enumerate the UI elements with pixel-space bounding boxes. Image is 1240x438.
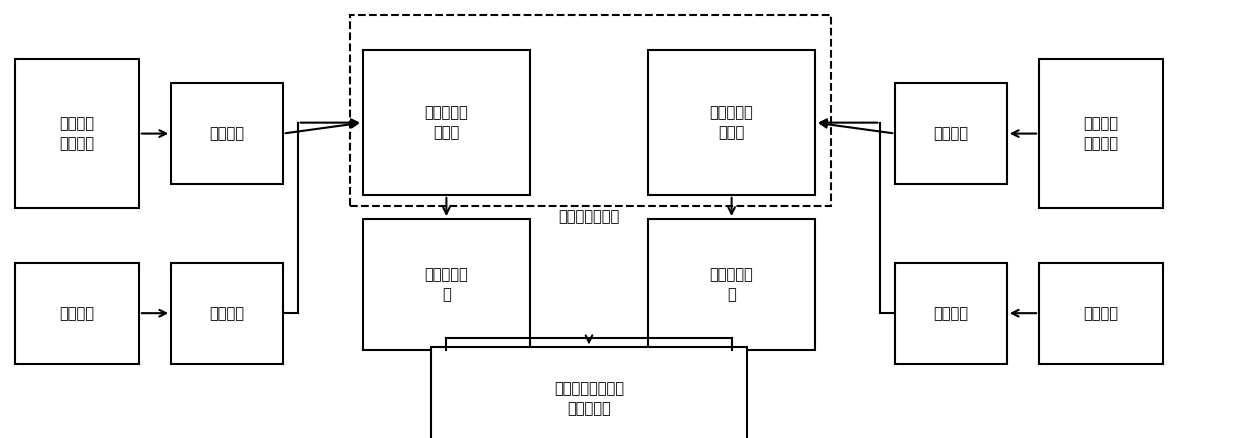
Bar bbox=[15, 263, 139, 364]
Bar bbox=[362, 50, 531, 195]
Bar bbox=[895, 263, 1007, 364]
Bar bbox=[432, 347, 748, 438]
Bar bbox=[895, 83, 1007, 184]
Text: 推力器寿命及最关
键失效模式: 推力器寿命及最关 键失效模式 bbox=[554, 381, 624, 416]
Text: 数值仿真
计算模型: 数值仿真 计算模型 bbox=[1084, 116, 1118, 151]
Text: 反流失效寿
命: 反流失效寿 命 bbox=[424, 267, 469, 302]
Bar bbox=[171, 263, 283, 364]
Text: 仿真结果: 仿真结果 bbox=[934, 126, 968, 141]
Text: 试验测试: 试验测试 bbox=[1084, 306, 1118, 321]
Bar bbox=[15, 59, 139, 208]
Bar bbox=[647, 219, 816, 350]
Text: 仿真结果: 仿真结果 bbox=[210, 126, 244, 141]
Bar bbox=[1039, 263, 1163, 364]
Text: 半经验分析模型: 半经验分析模型 bbox=[558, 209, 620, 224]
Text: 结构失效寿
命模型: 结构失效寿 命模型 bbox=[709, 105, 754, 140]
Bar bbox=[350, 15, 831, 206]
Text: 试验测试: 试验测试 bbox=[60, 306, 94, 321]
Bar bbox=[647, 50, 816, 195]
Text: 数值仿真
计算模型: 数值仿真 计算模型 bbox=[60, 116, 94, 151]
Text: 实测结果: 实测结果 bbox=[210, 306, 244, 321]
Text: 反流失效寿
命模型: 反流失效寿 命模型 bbox=[424, 105, 469, 140]
Text: 结构失效寿
命: 结构失效寿 命 bbox=[709, 267, 754, 302]
Bar bbox=[171, 83, 283, 184]
Text: 实测结果: 实测结果 bbox=[934, 306, 968, 321]
Bar bbox=[362, 219, 531, 350]
Bar bbox=[1039, 59, 1163, 208]
